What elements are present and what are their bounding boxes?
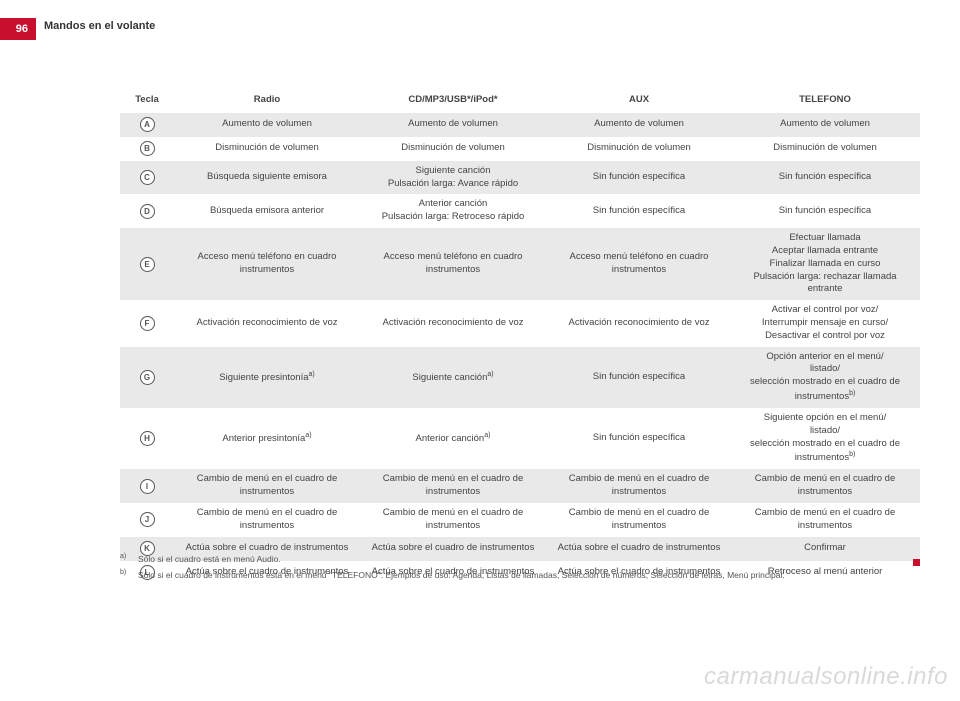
cell-radio: Siguiente presintoníaa) [174, 370, 360, 385]
cell-telefono: Efectuar llamadaAceptar llamada entrante… [732, 232, 918, 296]
cell-telefono: Disminución de volumen [732, 142, 918, 155]
table-row: BDisminución de volumenDisminución de vo… [120, 137, 920, 161]
page-number-tab: 96 [0, 18, 36, 40]
cell-cd: Anterior canciónPulsación larga: Retroce… [360, 198, 546, 224]
key-badge-icon: G [140, 370, 155, 385]
table-row: J Cambio de menú en el cuadro de instrume… [120, 503, 920, 537]
footnote-a: a) Sólo si el cuadro está en menú Audio. [120, 554, 920, 564]
function-table: Tecla Radio CD/MP3/USB*/iPod* AUX TELEFO… [120, 88, 920, 585]
cell-telefono: Aumento de volumen [732, 118, 918, 131]
cell-radio: Cambio de menú en el cuadro de instrumen… [174, 473, 360, 499]
key-cell: F [120, 316, 174, 331]
cell-radio: Aumento de volumen [174, 118, 360, 131]
cell-cd: Activación reconocimiento de voz [360, 317, 546, 330]
key-cell: H [120, 431, 174, 446]
footnote-mark-b: b) [120, 569, 138, 579]
header-tecla: Tecla [120, 94, 174, 107]
superscript-ref: a) [484, 432, 490, 439]
watermark: carmanualsonline.info [704, 663, 948, 691]
cell-aux: Sin función específica [546, 371, 732, 384]
cell-cd: Siguiente canciónPulsación larga: Avance… [360, 165, 546, 191]
footnote-text-b: Sólo si el cuadro de instrumentos está e… [138, 570, 785, 580]
key-cell: G [120, 370, 174, 385]
superscript-ref: a) [309, 371, 315, 378]
table-header-row: Tecla Radio CD/MP3/USB*/iPod* AUX TELEFO… [120, 88, 920, 113]
key-badge-icon: A [140, 117, 155, 132]
footnotes: a) Sólo si el cuadro está en menú Audio.… [120, 548, 920, 586]
table-row: I Cambio de menú en el cuadro de instrume… [120, 469, 920, 503]
cell-cd: Cambio de menú en el cuadro de instrumen… [360, 473, 546, 499]
superscript-ref: a) [487, 371, 493, 378]
header-radio: Radio [174, 94, 360, 107]
cell-radio: Cambio de menú en el cuadro de instrumen… [174, 507, 360, 533]
key-badge-icon: H [140, 431, 155, 446]
cell-radio: Activación reconocimiento de voz [174, 317, 360, 330]
table-row: C Búsqueda siguiente emisoraSiguiente can… [120, 161, 920, 195]
cell-aux: Activación reconocimiento de voz [546, 317, 732, 330]
cell-radio: Disminución de volumen [174, 142, 360, 155]
superscript-ref: b) [849, 451, 855, 458]
key-cell: B [120, 141, 174, 156]
footnote-mark-a: a) [120, 553, 138, 563]
key-badge-icon: B [140, 141, 155, 156]
cell-cd: Acceso menú teléfono en cuadro instrumen… [360, 251, 546, 277]
key-badge-icon: D [140, 204, 155, 219]
table-row: FActivación reconocimiento de vozActivac… [120, 300, 920, 346]
key-cell: I [120, 479, 174, 494]
cell-aux: Acceso menú teléfono en cuadro instrumen… [546, 251, 732, 277]
cell-aux: Disminución de volumen [546, 142, 732, 155]
cell-telefono: Opción anterior en el menú/listado/selec… [732, 351, 918, 404]
header-telefono: TELEFONO [732, 94, 918, 107]
cell-aux: Sin función específica [546, 432, 732, 445]
cell-telefono: Cambio de menú en el cuadro de instrumen… [732, 473, 918, 499]
key-badge-icon: F [140, 316, 155, 331]
cell-radio: Búsqueda emisora anterior [174, 205, 360, 218]
footnote-text-a: Sólo si el cuadro está en menú Audio. [138, 554, 281, 564]
superscript-ref: a) [305, 432, 311, 439]
key-cell: J [120, 512, 174, 527]
cell-radio: Búsqueda siguiente emisora [174, 171, 360, 184]
cell-telefono: Sin función específica [732, 171, 918, 184]
table-row: G Siguiente presintoníaa)Siguiente canció… [120, 347, 920, 408]
key-cell: E [120, 257, 174, 272]
cell-telefono: Sin función específica [732, 205, 918, 218]
section-title: Mandos en el volante [44, 20, 155, 32]
superscript-ref: b) [849, 390, 855, 397]
key-badge-icon: I [140, 479, 155, 494]
cell-telefono: Activar el control por voz/Interrumpir m… [732, 304, 918, 342]
cell-aux: Cambio de menú en el cuadro de instrumen… [546, 507, 732, 533]
section-end-icon [913, 559, 920, 566]
cell-telefono: Siguiente opción en el menú/listado/sele… [732, 412, 918, 465]
cell-telefono: Cambio de menú en el cuadro de instrumen… [732, 507, 918, 533]
table-row: AAumento de volumenAumento de volumenAum… [120, 113, 920, 137]
table-row: D Búsqueda emisora anteriorAnterior canci… [120, 194, 920, 228]
cell-aux: Sin función específica [546, 171, 732, 184]
cell-cd: Aumento de volumen [360, 118, 546, 131]
key-badge-icon: C [140, 170, 155, 185]
cell-cd: Disminución de volumen [360, 142, 546, 155]
cell-aux: Aumento de volumen [546, 118, 732, 131]
cell-radio: Acceso menú teléfono en cuadro instrumen… [174, 251, 360, 277]
table-row: E Acceso menú teléfono en cuadro instrume… [120, 228, 920, 300]
table-row: H Anterior presintoníaa)Anterior cancióna… [120, 408, 920, 469]
footnote-b: b) Sólo si el cuadro de instrumentos est… [120, 570, 920, 580]
header-aux: AUX [546, 94, 732, 107]
key-cell: C [120, 170, 174, 185]
cell-aux: Cambio de menú en el cuadro de instrumen… [546, 473, 732, 499]
key-cell: A [120, 117, 174, 132]
key-badge-icon: E [140, 257, 155, 272]
header-cd: CD/MP3/USB*/iPod* [360, 94, 546, 107]
cell-cd: Siguiente cancióna) [360, 370, 546, 385]
cell-aux: Sin función específica [546, 205, 732, 218]
key-cell: D [120, 204, 174, 219]
cell-cd: Anterior cancióna) [360, 431, 546, 446]
cell-radio: Anterior presintoníaa) [174, 431, 360, 446]
cell-cd: Cambio de menú en el cuadro de instrumen… [360, 507, 546, 533]
key-badge-icon: J [140, 512, 155, 527]
